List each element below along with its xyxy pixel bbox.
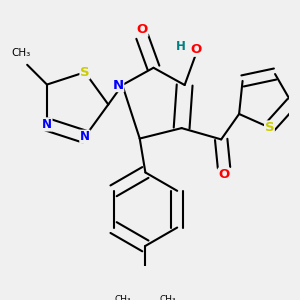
Text: CH₃: CH₃ [160,296,176,300]
Text: S: S [80,66,90,79]
Text: O: O [190,43,202,56]
Text: O: O [136,23,148,36]
Text: H: H [176,40,185,52]
Text: N: N [112,79,124,92]
Text: N: N [80,130,90,143]
Text: O: O [218,168,230,181]
Text: N: N [42,118,52,131]
Text: S: S [265,121,274,134]
Text: CH₃: CH₃ [11,48,31,58]
Text: CH₃: CH₃ [115,296,131,300]
